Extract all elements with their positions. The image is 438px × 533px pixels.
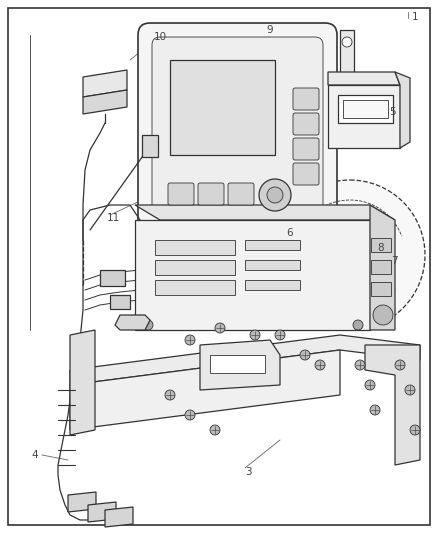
Text: 7: 7 [391, 256, 397, 266]
Polygon shape [115, 315, 150, 330]
FancyBboxPatch shape [293, 113, 319, 135]
Circle shape [300, 350, 310, 360]
Polygon shape [83, 70, 127, 97]
Bar [340, 30, 354, 85]
Polygon shape [328, 72, 400, 85]
Circle shape [165, 390, 175, 400]
Circle shape [342, 37, 352, 47]
FancyBboxPatch shape [293, 138, 319, 160]
Bar [155, 240, 235, 255]
Text: 1: 1 [412, 12, 418, 22]
Polygon shape [70, 335, 420, 385]
Bar [170, 60, 275, 155]
Polygon shape [68, 492, 96, 512]
Polygon shape [365, 345, 420, 465]
Bar [100, 270, 125, 286]
Bar [142, 135, 158, 157]
Polygon shape [395, 72, 410, 148]
Text: 4: 4 [32, 450, 38, 460]
Bar [371, 282, 391, 296]
Bar [110, 295, 130, 309]
Circle shape [353, 320, 363, 330]
Polygon shape [135, 205, 395, 220]
FancyBboxPatch shape [152, 37, 323, 218]
Bar [338, 95, 393, 123]
Text: 10: 10 [153, 32, 166, 42]
Circle shape [185, 410, 195, 420]
Circle shape [275, 330, 285, 340]
Text: 11: 11 [106, 213, 120, 223]
Bar [245, 240, 300, 250]
Circle shape [365, 380, 375, 390]
Polygon shape [88, 502, 116, 522]
Circle shape [143, 320, 153, 330]
Circle shape [355, 360, 365, 370]
Bar [210, 355, 265, 373]
Polygon shape [105, 507, 133, 527]
Text: 3: 3 [245, 467, 251, 477]
Circle shape [210, 425, 220, 435]
Circle shape [267, 187, 283, 203]
Circle shape [215, 323, 225, 333]
Text: 9: 9 [267, 25, 273, 35]
Bar [155, 280, 235, 295]
Circle shape [410, 425, 420, 435]
Circle shape [395, 360, 405, 370]
Bar [343, 100, 388, 118]
Circle shape [370, 405, 380, 415]
Bar [371, 238, 391, 252]
Bar [155, 260, 235, 275]
Text: 6: 6 [287, 228, 293, 238]
Text: 8: 8 [378, 243, 384, 253]
FancyBboxPatch shape [198, 183, 224, 205]
Circle shape [250, 330, 260, 340]
Circle shape [185, 335, 195, 345]
Bar [245, 280, 300, 290]
FancyBboxPatch shape [293, 88, 319, 110]
Polygon shape [370, 205, 395, 330]
Bar [371, 260, 391, 274]
Polygon shape [70, 330, 95, 435]
FancyBboxPatch shape [228, 183, 254, 205]
Circle shape [259, 179, 291, 211]
FancyBboxPatch shape [138, 23, 337, 232]
Bar [245, 260, 300, 270]
Circle shape [405, 385, 415, 395]
Polygon shape [200, 340, 280, 390]
Circle shape [275, 180, 425, 330]
Circle shape [315, 360, 325, 370]
Polygon shape [83, 90, 127, 114]
Circle shape [330, 235, 370, 275]
Polygon shape [70, 350, 340, 430]
FancyBboxPatch shape [168, 183, 194, 205]
Circle shape [373, 305, 393, 325]
Polygon shape [328, 85, 400, 148]
Text: 5: 5 [390, 107, 396, 117]
FancyBboxPatch shape [293, 163, 319, 185]
Bar [135, 220, 370, 330]
